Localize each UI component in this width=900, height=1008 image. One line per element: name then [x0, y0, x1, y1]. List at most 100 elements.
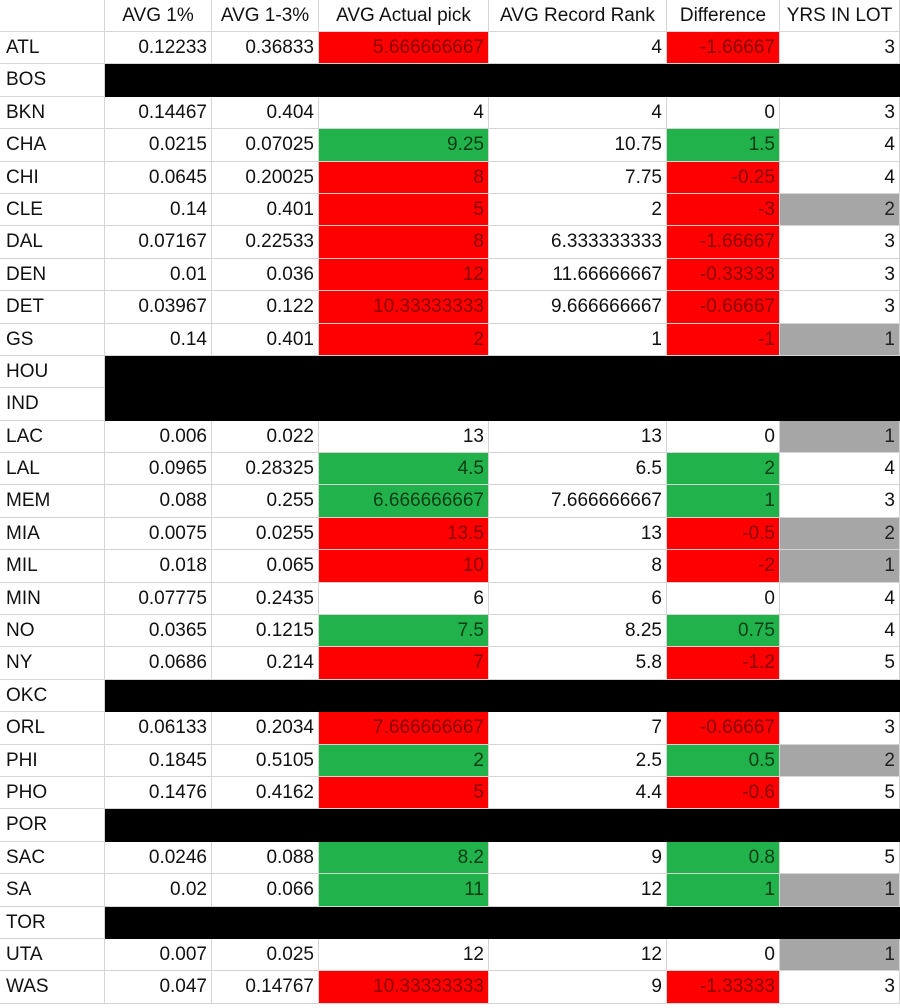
- cell-avg-record-rank[interactable]: 13: [489, 420, 667, 454]
- cell-yrs-in-lot[interactable]: 4: [780, 161, 900, 194]
- blacked-out-cells[interactable]: [105, 906, 900, 939]
- cell-avg-1-3pct[interactable]: 0.025: [212, 938, 319, 972]
- cell-team[interactable]: IND: [0, 388, 105, 421]
- cell-difference[interactable]: 2: [667, 453, 780, 486]
- cell-avg-actual-pick[interactable]: 6: [319, 582, 489, 616]
- cell-avg-1pct[interactable]: 0.0215: [105, 129, 212, 162]
- cell-difference[interactable]: 0.5: [667, 744, 780, 777]
- cell-avg-record-rank[interactable]: 7.666666667: [489, 485, 667, 518]
- cell-avg-record-rank[interactable]: 12: [489, 874, 667, 907]
- cell-team[interactable]: NY: [0, 647, 105, 680]
- cell-avg-record-rank[interactable]: 9.666666667: [489, 291, 667, 324]
- cell-avg-1pct[interactable]: 0.1845: [105, 744, 212, 777]
- cell-difference[interactable]: 0.75: [667, 615, 780, 648]
- cell-yrs-in-lot[interactable]: 4: [780, 453, 900, 486]
- cell-team[interactable]: HOU: [0, 355, 105, 389]
- cell-avg-1-3pct[interactable]: 0.122: [212, 291, 319, 324]
- cell-yrs-in-lot[interactable]: 1: [780, 550, 900, 583]
- cell-avg-1-3pct[interactable]: 0.2034: [212, 712, 319, 745]
- cell-avg-1pct[interactable]: 0.0246: [105, 841, 212, 875]
- cell-yrs-in-lot[interactable]: 3: [780, 712, 900, 745]
- cell-avg-1pct[interactable]: 0.0365: [105, 615, 212, 648]
- cell-avg-actual-pick[interactable]: 10.33333333: [319, 291, 489, 324]
- header-avg-1-3pct[interactable]: AVG 1-3%: [212, 0, 319, 32]
- cell-avg-actual-pick[interactable]: 4.5: [319, 453, 489, 486]
- header-yrs-in-lot[interactable]: YRS IN LOT: [780, 0, 900, 32]
- cell-avg-record-rank[interactable]: 2: [489, 193, 667, 227]
- cell-difference[interactable]: -1.66667: [667, 226, 780, 259]
- cell-team[interactable]: BKN: [0, 96, 105, 130]
- cell-avg-1-3pct[interactable]: 0.07025: [212, 129, 319, 162]
- cell-avg-record-rank[interactable]: 6: [489, 582, 667, 616]
- cell-team[interactable]: DEN: [0, 258, 105, 292]
- header-avg-actual-pick[interactable]: AVG Actual pick: [319, 0, 489, 32]
- cell-avg-record-rank[interactable]: 9: [489, 841, 667, 875]
- cell-avg-record-rank[interactable]: 11.66666667: [489, 258, 667, 292]
- cell-avg-1-3pct[interactable]: 0.28325: [212, 453, 319, 486]
- cell-difference[interactable]: -0.33333: [667, 258, 780, 292]
- cell-yrs-in-lot[interactable]: 2: [780, 517, 900, 551]
- cell-team[interactable]: CHA: [0, 129, 105, 162]
- cell-yrs-in-lot[interactable]: 3: [780, 96, 900, 130]
- cell-team[interactable]: MIL: [0, 550, 105, 583]
- cell-avg-record-rank[interactable]: 4: [489, 32, 667, 65]
- cell-avg-actual-pick[interactable]: 4: [319, 96, 489, 130]
- blacked-out-cells[interactable]: [105, 809, 900, 842]
- cell-yrs-in-lot[interactable]: 1: [780, 938, 900, 972]
- cell-yrs-in-lot[interactable]: 4: [780, 129, 900, 162]
- cell-difference[interactable]: 0.8: [667, 841, 780, 875]
- cell-avg-1-3pct[interactable]: 0.088: [212, 841, 319, 875]
- cell-yrs-in-lot[interactable]: 4: [780, 582, 900, 616]
- cell-avg-1-3pct[interactable]: 0.401: [212, 193, 319, 227]
- cell-avg-1-3pct[interactable]: 0.401: [212, 323, 319, 356]
- cell-team[interactable]: PHI: [0, 744, 105, 777]
- cell-team[interactable]: GS: [0, 323, 105, 356]
- cell-yrs-in-lot[interactable]: 3: [780, 32, 900, 65]
- cell-avg-1pct[interactable]: 0.0686: [105, 647, 212, 680]
- cell-yrs-in-lot[interactable]: 1: [780, 323, 900, 356]
- cell-team[interactable]: SA: [0, 874, 105, 907]
- cell-avg-1-3pct[interactable]: 0.066: [212, 874, 319, 907]
- cell-avg-actual-pick[interactable]: 10.33333333: [319, 971, 489, 1004]
- blacked-out-cells[interactable]: [105, 64, 900, 97]
- cell-avg-actual-pick[interactable]: 12: [319, 258, 489, 292]
- cell-avg-1pct[interactable]: 0.12233: [105, 32, 212, 65]
- cell-avg-record-rank[interactable]: 10.75: [489, 129, 667, 162]
- cell-avg-1pct[interactable]: 0.1476: [105, 776, 212, 810]
- cell-avg-1-3pct[interactable]: 0.214: [212, 647, 319, 680]
- cell-team[interactable]: CHI: [0, 161, 105, 194]
- cell-avg-1pct[interactable]: 0.14: [105, 323, 212, 356]
- cell-avg-record-rank[interactable]: 2.5: [489, 744, 667, 777]
- blacked-out-cells[interactable]: [105, 355, 900, 389]
- cell-team[interactable]: ORL: [0, 712, 105, 745]
- cell-avg-1-3pct[interactable]: 0.20025: [212, 161, 319, 194]
- cell-avg-actual-pick[interactable]: 8: [319, 226, 489, 259]
- cell-team[interactable]: LAL: [0, 453, 105, 486]
- cell-difference[interactable]: 0: [667, 420, 780, 454]
- cell-avg-actual-pick[interactable]: 13.5: [319, 517, 489, 551]
- cell-avg-1pct[interactable]: 0.0645: [105, 161, 212, 194]
- cell-avg-actual-pick[interactable]: 6.666666667: [319, 485, 489, 518]
- blacked-out-cells[interactable]: [105, 388, 900, 421]
- cell-avg-1-3pct[interactable]: 0.1215: [212, 615, 319, 648]
- cell-difference[interactable]: -1.66667: [667, 32, 780, 65]
- cell-yrs-in-lot[interactable]: 3: [780, 291, 900, 324]
- cell-team[interactable]: CLE: [0, 193, 105, 227]
- blacked-out-cells[interactable]: [105, 679, 900, 713]
- cell-avg-1-3pct[interactable]: 0.4162: [212, 776, 319, 810]
- cell-yrs-in-lot[interactable]: 3: [780, 258, 900, 292]
- cell-team[interactable]: NO: [0, 615, 105, 648]
- cell-difference[interactable]: 0: [667, 96, 780, 130]
- cell-avg-actual-pick[interactable]: 5: [319, 776, 489, 810]
- cell-avg-actual-pick[interactable]: 8.2: [319, 841, 489, 875]
- cell-avg-actual-pick[interactable]: 9.25: [319, 129, 489, 162]
- cell-avg-record-rank[interactable]: 7: [489, 712, 667, 745]
- cell-avg-record-rank[interactable]: 9: [489, 971, 667, 1004]
- cell-team[interactable]: MIN: [0, 582, 105, 616]
- cell-team[interactable]: UTA: [0, 938, 105, 972]
- cell-difference[interactable]: 0: [667, 938, 780, 972]
- cell-difference[interactable]: -0.25: [667, 161, 780, 194]
- cell-avg-1pct[interactable]: 0.006: [105, 420, 212, 454]
- cell-difference[interactable]: -0.5: [667, 517, 780, 551]
- cell-difference[interactable]: -1.33333: [667, 971, 780, 1004]
